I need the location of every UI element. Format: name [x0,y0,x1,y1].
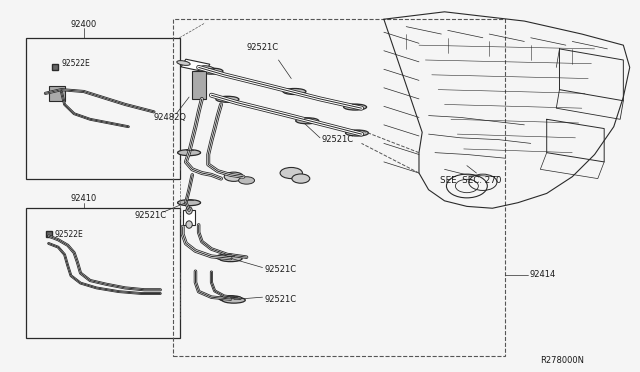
Ellipse shape [186,207,192,214]
Ellipse shape [344,104,367,110]
Ellipse shape [222,297,245,303]
Text: 92414: 92414 [529,270,556,279]
Bar [49,86,65,101]
Ellipse shape [219,296,242,302]
Ellipse shape [280,167,303,179]
Ellipse shape [219,256,242,262]
Text: 92400: 92400 [70,20,97,29]
Bar [26,38,179,179]
Ellipse shape [201,66,214,70]
Bar [26,208,179,338]
Text: R278000N: R278000N [540,356,584,365]
Ellipse shape [239,177,255,184]
Ellipse shape [177,61,190,65]
Ellipse shape [296,118,319,124]
Text: 92521C: 92521C [322,135,354,144]
Polygon shape [182,211,195,225]
Ellipse shape [346,130,369,136]
Bar [192,71,206,99]
Polygon shape [181,59,210,72]
Text: 92521C: 92521C [135,211,167,220]
Ellipse shape [216,96,239,102]
Text: 92521C: 92521C [246,42,278,51]
Ellipse shape [186,221,192,228]
Ellipse shape [224,172,243,182]
Bar [173,19,505,356]
Text: 92521C: 92521C [264,265,296,274]
Ellipse shape [283,89,306,94]
Ellipse shape [216,254,239,260]
Text: 92521C: 92521C [264,295,296,304]
Text: SEE  SEC. 270: SEE SEC. 270 [440,176,502,185]
Text: 92522E: 92522E [61,59,90,68]
Text: 92410: 92410 [70,195,97,203]
Ellipse shape [177,200,200,206]
Ellipse shape [177,150,200,155]
Ellipse shape [200,68,223,74]
Text: 92482Q: 92482Q [154,113,187,122]
Text: 92522E: 92522E [55,230,84,239]
Ellipse shape [292,174,310,183]
